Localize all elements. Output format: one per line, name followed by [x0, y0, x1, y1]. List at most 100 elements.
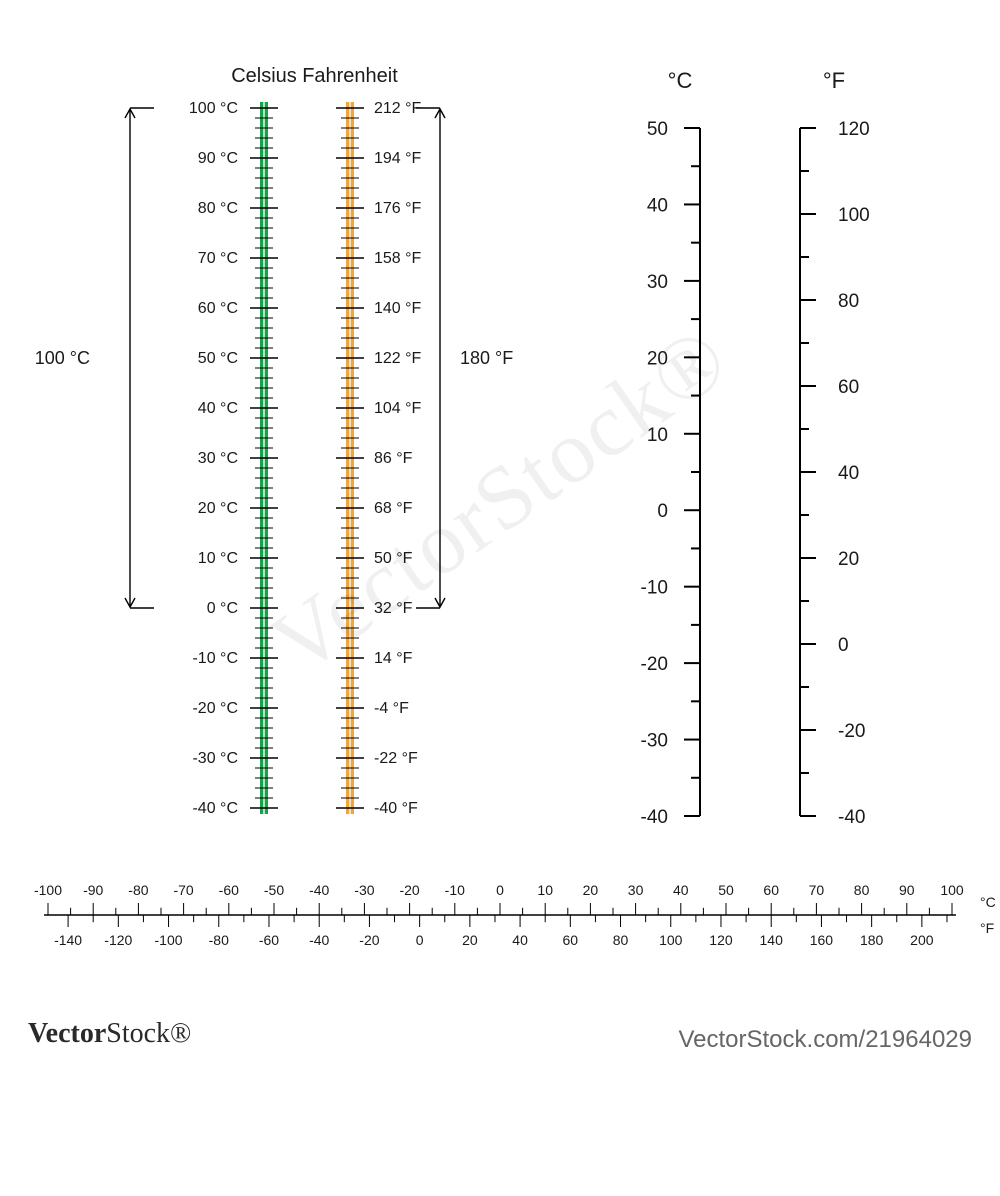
svg-text:10 °C: 10 °C: [198, 550, 238, 567]
svg-text:40: 40: [647, 195, 668, 216]
svg-text:20 °C: 20 °C: [198, 500, 238, 517]
svg-text:100 °C: 100 °C: [189, 100, 238, 117]
svg-text:-30: -30: [641, 731, 668, 752]
svg-text:-22 °F: -22 °F: [374, 750, 418, 767]
svg-text:32 °F: 32 °F: [374, 600, 413, 617]
svg-text:100 °C: 100 °C: [35, 348, 90, 368]
svg-text:80: 80: [854, 882, 870, 898]
svg-text:194 °F: 194 °F: [374, 150, 422, 167]
svg-text:0: 0: [416, 932, 424, 948]
svg-text:-20: -20: [359, 932, 379, 948]
svg-text:50 °C: 50 °C: [198, 350, 238, 367]
svg-text:-40 °C: -40 °C: [192, 800, 238, 817]
svg-text:-120: -120: [104, 932, 132, 948]
svg-text:140: 140: [760, 932, 784, 948]
svg-text:100: 100: [659, 932, 683, 948]
svg-text:20: 20: [838, 549, 859, 570]
svg-text:0: 0: [657, 501, 668, 522]
svg-text:14 °F: 14 °F: [374, 650, 413, 667]
svg-text:212 °F: 212 °F: [374, 100, 422, 117]
svg-text:-60: -60: [259, 932, 279, 948]
svg-text:40: 40: [838, 463, 859, 484]
svg-text:-80: -80: [128, 882, 148, 898]
svg-text:60 °C: 60 °C: [198, 300, 238, 317]
svg-text:-10 °C: -10 °C: [192, 650, 238, 667]
svg-text:-40: -40: [838, 807, 865, 828]
svg-text:°F: °F: [823, 68, 845, 93]
svg-text:90: 90: [899, 882, 915, 898]
svg-text:140 °F: 140 °F: [374, 300, 422, 317]
svg-text:160: 160: [810, 932, 834, 948]
svg-text:68 °F: 68 °F: [374, 500, 413, 517]
svg-text:-20: -20: [838, 721, 865, 742]
diagram-svg: CelsiusFahrenheit100 °C90 °C80 °C70 °C60…: [0, 0, 1000, 1000]
svg-text:104 °F: 104 °F: [374, 400, 422, 417]
svg-text:-70: -70: [173, 882, 193, 898]
svg-text:70: 70: [809, 882, 825, 898]
svg-text:-4 °F: -4 °F: [374, 700, 409, 717]
svg-text:-50: -50: [264, 882, 284, 898]
svg-text:120: 120: [838, 119, 870, 140]
svg-text:-20 °C: -20 °C: [192, 700, 238, 717]
svg-text:0 °C: 0 °C: [207, 600, 238, 617]
svg-text:-60: -60: [219, 882, 239, 898]
svg-text:180: 180: [860, 932, 884, 948]
svg-text:30 °C: 30 °C: [198, 450, 238, 467]
footer-id: VectorStock.com/21964029: [678, 1026, 972, 1054]
svg-text:100: 100: [940, 882, 964, 898]
svg-text:86 °F: 86 °F: [374, 450, 413, 467]
svg-text:-20: -20: [641, 654, 668, 675]
svg-text:°C: °C: [668, 68, 693, 93]
svg-text:Celsius: Celsius: [231, 65, 297, 87]
svg-text:-40: -40: [309, 882, 329, 898]
svg-text:50 °F: 50 °F: [374, 550, 413, 567]
svg-text:40 °C: 40 °C: [198, 400, 238, 417]
svg-text:-30: -30: [354, 882, 374, 898]
footer: VectorStock® VectorStock.com/21964029: [0, 1000, 1000, 1080]
svg-text:20: 20: [583, 882, 599, 898]
svg-text:100: 100: [838, 205, 870, 226]
svg-text:20: 20: [647, 348, 668, 369]
svg-text:122 °F: 122 °F: [374, 350, 422, 367]
svg-text:10: 10: [647, 425, 668, 446]
svg-text:80: 80: [838, 291, 859, 312]
svg-text:-40: -40: [309, 932, 329, 948]
svg-text:°C: °C: [980, 894, 996, 910]
svg-text:40: 40: [512, 932, 528, 948]
svg-text:-30 °C: -30 °C: [192, 750, 238, 767]
svg-text:158 °F: 158 °F: [374, 250, 422, 267]
svg-text:80: 80: [613, 932, 629, 948]
svg-text:176 °F: 176 °F: [374, 200, 422, 217]
svg-text:°F: °F: [980, 920, 994, 936]
footer-brand: VectorStock®: [28, 1018, 191, 1050]
svg-text:30: 30: [628, 882, 644, 898]
svg-text:-90: -90: [83, 882, 103, 898]
svg-text:10: 10: [537, 882, 553, 898]
svg-text:50: 50: [718, 882, 734, 898]
svg-text:20: 20: [462, 932, 478, 948]
svg-text:-40 °F: -40 °F: [374, 800, 418, 817]
svg-text:-40: -40: [641, 807, 668, 828]
svg-text:0: 0: [496, 882, 504, 898]
svg-text:-80: -80: [209, 932, 229, 948]
svg-text:80 °C: 80 °C: [198, 200, 238, 217]
svg-text:60: 60: [563, 932, 579, 948]
svg-text:-10: -10: [445, 882, 465, 898]
svg-text:-10: -10: [641, 578, 668, 599]
svg-text:40: 40: [673, 882, 689, 898]
svg-text:Fahrenheit: Fahrenheit: [302, 65, 398, 87]
svg-text:200: 200: [910, 932, 934, 948]
svg-text:-100: -100: [155, 932, 183, 948]
svg-text:-20: -20: [399, 882, 419, 898]
svg-text:-100: -100: [34, 882, 62, 898]
svg-text:60: 60: [838, 377, 859, 398]
svg-text:30: 30: [647, 272, 668, 293]
svg-text:50: 50: [647, 119, 668, 140]
svg-text:70 °C: 70 °C: [198, 250, 238, 267]
svg-text:60: 60: [763, 882, 779, 898]
svg-text:0: 0: [838, 635, 849, 656]
svg-text:120: 120: [709, 932, 733, 948]
svg-text:180 °F: 180 °F: [460, 348, 513, 368]
svg-text:-140: -140: [54, 932, 82, 948]
svg-text:90 °C: 90 °C: [198, 150, 238, 167]
